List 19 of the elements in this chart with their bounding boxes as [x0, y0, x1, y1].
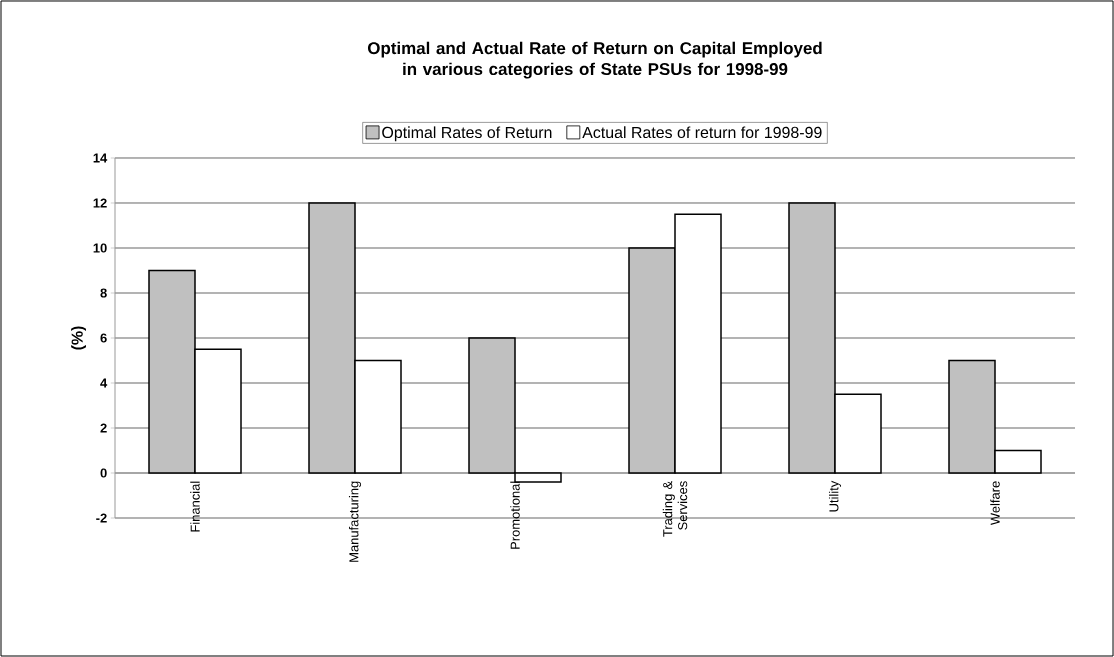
y-tick-label: 4	[100, 378, 108, 388]
x-tick-label: Manufacturing	[348, 481, 362, 562]
x-tick-label: Financial	[190, 481, 200, 532]
x-tick-label: Trading & Services	[662, 480, 688, 537]
y-axis-title: (%)	[71, 326, 86, 350]
y-tick-label: 8	[100, 288, 107, 298]
legend-label: Actual Rates of return for 1998-99	[582, 126, 822, 139]
x-tick-label: Promotional	[510, 481, 520, 549]
y-tick-label: 0	[100, 468, 107, 478]
chart-title: Optimal and Actual Rate of Return on Capital Employed in various categories of State PSUs for 1998-99	[367, 41, 822, 79]
y-tick-label: 12	[93, 198, 107, 208]
y-tick-label: 10	[93, 243, 107, 253]
y-tick-label: 2	[100, 423, 107, 433]
y-tick-label: -2	[96, 513, 107, 523]
y-tick-label: 6	[100, 333, 107, 343]
y-tick-label: 14	[93, 153, 108, 163]
x-tick-label: Welfare	[990, 481, 1000, 526]
legend-label: Optimal Rates of Return	[382, 126, 552, 142]
x-tick-label: Utility	[828, 480, 842, 512]
